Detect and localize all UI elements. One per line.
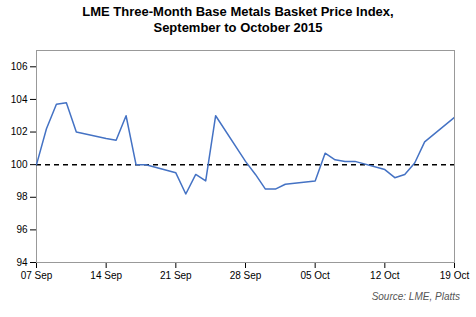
- svg-text:106: 106: [11, 61, 28, 72]
- svg-text:21 Sep: 21 Sep: [160, 270, 192, 281]
- svg-text:104: 104: [11, 94, 28, 105]
- html-text:LME Three-Month Base Metals Ba: LME Three-Month Base Metals Basket Price…: [82, 4, 394, 35]
- svg-text:14 Sep: 14 Sep: [90, 270, 122, 281]
- svg-text:19 Oct: 19 Oct: [440, 270, 470, 281]
- svg-text:96: 96: [16, 224, 28, 235]
- svg-text:28 Sep: 28 Sep: [230, 270, 262, 281]
- svg-text:05 Oct: 05 Oct: [300, 270, 330, 281]
- svg-text:100: 100: [11, 159, 28, 170]
- html-text:Source: LME, Platts: Source: LME, Platts: [371, 291, 460, 302]
- svg-text:07 Sep: 07 Sep: [21, 270, 53, 281]
- svg-text:12 Oct: 12 Oct: [370, 270, 400, 281]
- svg-text:102: 102: [11, 126, 28, 137]
- svg-text:94: 94: [16, 257, 28, 268]
- svg-text:98: 98: [16, 191, 28, 202]
